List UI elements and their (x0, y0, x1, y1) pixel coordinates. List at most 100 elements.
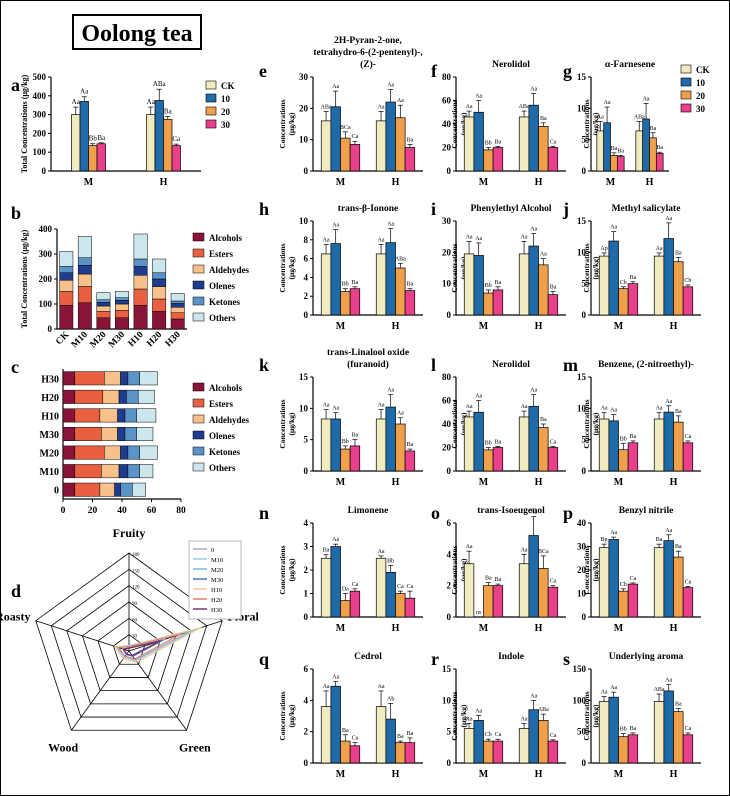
y-axis-label-r: Concentrations(μg/kg) (450, 691, 468, 740)
data-label: Aa (378, 549, 385, 555)
data-label: Aa (387, 83, 394, 89)
data-label: Ba (352, 280, 359, 286)
bar-30-H (547, 586, 559, 618)
data-label: Bb (89, 135, 98, 143)
x-tick-label: M (336, 477, 346, 488)
hstack-Alcohols-0 (62, 482, 76, 497)
x-tick-label: H20 (145, 330, 164, 349)
bar-30-H (682, 734, 694, 764)
legend-label-Ketones: Ketones (209, 447, 240, 457)
bar-30-H (682, 442, 694, 472)
bar-CK-M (598, 701, 610, 764)
data-label: Aa (397, 411, 404, 417)
x-tick-label: H (535, 769, 543, 780)
y-tick-label: 20 (442, 247, 452, 257)
bar-10-H (385, 571, 396, 618)
data-label: Aa (610, 685, 617, 691)
stack-Esters-H10 (133, 288, 148, 306)
bar-CK-H (375, 706, 387, 764)
stack-Aldehydes-M10 (77, 273, 92, 287)
radar-axis-label-Roasty: Roasty (1, 609, 30, 623)
legend-swatch-Aldehydes (192, 264, 205, 274)
data-label: Aa (466, 544, 473, 550)
y-tick-label: 5 (447, 727, 452, 737)
bar-CK-M (463, 416, 475, 472)
y-tick-label: 60 (442, 396, 452, 406)
bar-20-H (538, 427, 549, 472)
data-label: Ba (407, 442, 414, 448)
data-label: Aa (72, 98, 81, 106)
bar-30-H (547, 147, 559, 172)
y-tick-label: 8 (304, 235, 309, 245)
hstack-Aldehydes-H20 (102, 389, 120, 404)
bar-10-H (642, 118, 650, 172)
y-axis-label-q: Concentrations(μg/kg) (278, 691, 296, 740)
data-label: Ba (495, 439, 502, 445)
data-label: Aa (332, 537, 339, 543)
radar-legend-box (188, 540, 242, 620)
x-tick-label: H (392, 177, 400, 188)
y-tick-label: 500 (33, 72, 47, 82)
bar-CK-M (463, 116, 475, 172)
legend-label-Olenes: Olenes (209, 281, 235, 291)
y-tick-label: 5 (582, 135, 587, 145)
y-tick-label: 10 (577, 403, 587, 413)
x-tick-label: H (670, 623, 678, 634)
data-label: Aa (387, 388, 394, 394)
stack-Esters-M30 (115, 310, 129, 318)
y-tick-label: 6 (304, 254, 309, 264)
title-box (72, 14, 202, 50)
data-label: Ca (550, 439, 557, 445)
chart-title-s: Underlying aroma (609, 652, 684, 662)
data-label: Aa (610, 225, 617, 231)
data-label: Aa (475, 236, 482, 242)
y-tick-label: 0 (304, 166, 309, 176)
y-tick-label: 15 (577, 216, 587, 226)
radar-series-H30 (122, 640, 161, 656)
bar-20-H (538, 568, 549, 618)
data-label: Ba (675, 701, 682, 707)
chart-title-n: Limonene (348, 506, 389, 516)
y-axis-label-unit: (μg/kg) (459, 112, 468, 136)
y-axis-label-n: Concentrations(μg/kg) (278, 545, 296, 594)
charts-layer: a Total Concentrations (μg/kg) 01002003004… (1, 36, 710, 780)
data-label: Aa (323, 238, 330, 244)
data-label: Ba (550, 285, 557, 291)
hstack-Ketones-H30 (127, 371, 140, 386)
legend-swatch-Ketones (192, 446, 205, 456)
radar-ring (66, 585, 192, 705)
bar-10-H (528, 709, 539, 764)
hstack-Others-H10 (136, 408, 157, 423)
data-label: Ba (540, 116, 547, 122)
y-axis-label-unit: (μg/kg) (459, 412, 468, 436)
y-tick-label: 4 (304, 518, 309, 528)
data-label: Ba (675, 409, 682, 415)
data-label: Aa (323, 684, 330, 690)
data-label: Ba (352, 433, 359, 439)
hstack-Alcohols-H30 (62, 371, 76, 386)
radar-ring-label: 60 (132, 618, 138, 623)
bar-10-H (663, 238, 674, 316)
bar-10-M (608, 420, 619, 472)
data-label: Bb (387, 558, 394, 564)
x-tick-label: M (84, 177, 94, 188)
chart-d: d306090120150180FruityFloralGreenWoodRoa… (1, 526, 260, 755)
y-tick-label: 4 (304, 695, 309, 705)
bar-CK-M (596, 130, 605, 172)
bar-CK-M (598, 255, 610, 316)
bar-10-M (608, 696, 619, 764)
y-tick-label: 0 (447, 758, 452, 768)
hstack-Ketones-M10 (127, 464, 140, 479)
bar-10-M (330, 685, 341, 764)
chart-l: l NerolidolConcentrations(μg/kg)020406080… (431, 355, 566, 488)
x-tick-label: H30 (164, 330, 183, 349)
hstack-Others-M30 (136, 427, 154, 441)
data-label: Aa (521, 547, 528, 553)
data-label: Bb (485, 441, 492, 447)
stack-Aldehydes-H10 (133, 275, 148, 290)
bar-20-H (395, 742, 406, 764)
data-label: Ca (172, 135, 181, 143)
x-tick-label: M (479, 177, 489, 188)
legend-swatch-10 (205, 93, 217, 103)
x-tick-label: M (336, 321, 346, 332)
